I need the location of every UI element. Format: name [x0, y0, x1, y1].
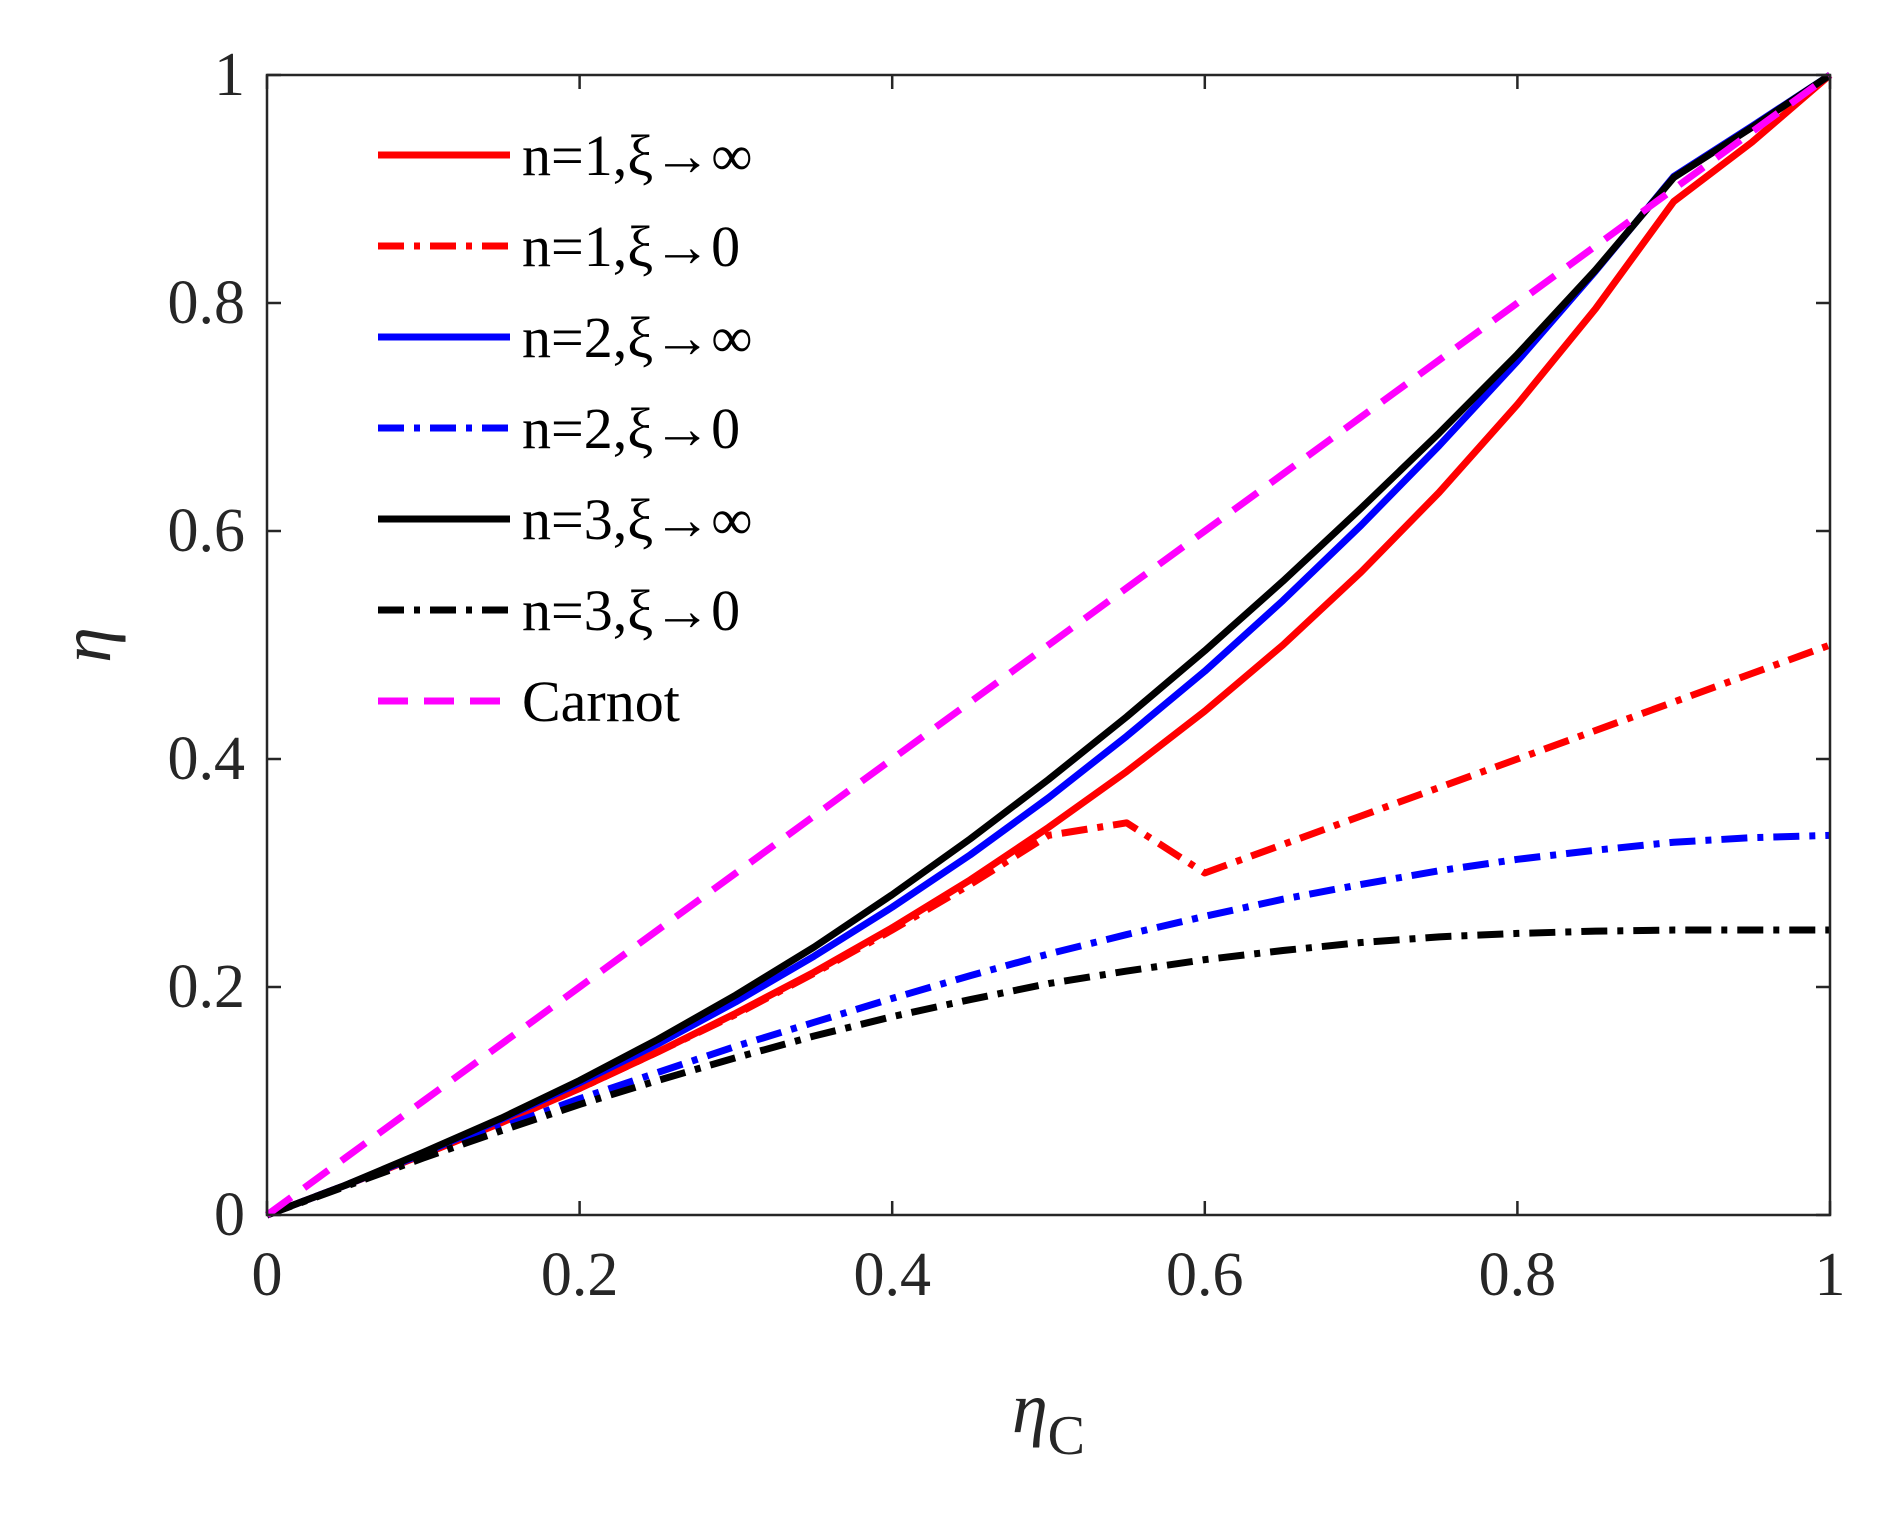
x-tick-label-4: 0.8: [1479, 1241, 1557, 1309]
y-tick-label-0: 0: [214, 1181, 245, 1249]
legend-label-7: Carnot: [522, 669, 680, 734]
legend-label-1: n=1,ξ→∞: [522, 123, 752, 188]
x-tick-label-5: 1: [1815, 1241, 1846, 1309]
ticks-layer: [265, 73, 1832, 1217]
series-layer: [264, 72, 1833, 1219]
series-line-6: [265, 926, 1830, 1219]
x-axis-label: ηC: [1012, 1368, 1085, 1467]
legend-label-6: n=3,ξ→0: [522, 578, 740, 643]
series-line-5: [265, 72, 1832, 1219]
y-axis-label: η: [46, 627, 126, 663]
x-tick-label-3: 0.6: [1166, 1241, 1244, 1309]
series-line-2: [265, 641, 1832, 1219]
tick-labels-layer: 0 0.2 0.4 0.6 0.8 1 0 0.2 0.4 0.6 0.8 1: [168, 41, 1846, 1309]
legend-label-2: n=1,ξ→0: [522, 214, 740, 279]
x-axis-label-main: η: [1012, 1368, 1048, 1448]
y-tick-label-1: 0.2: [168, 953, 246, 1021]
x-tick-label-2: 0.4: [853, 1241, 931, 1309]
x-tick-label-0: 0: [252, 1241, 283, 1309]
x-tick-label-1: 0.2: [541, 1241, 619, 1309]
x-axis-label-subscript: C: [1048, 1405, 1085, 1467]
y-tick-label-4: 0.8: [168, 269, 246, 337]
y-tick-label-2: 0.4: [168, 725, 246, 793]
legend-label-3: n=2,ξ→∞: [522, 305, 752, 370]
legend-label-4: n=2,ξ→0: [522, 396, 740, 461]
legend: n=1,ξ→∞ n=1,ξ→0 n=2,ξ→∞ n=2,ξ→0 n=3,ξ→∞ n=3,ξ…: [378, 123, 752, 734]
legend-label-5: n=3,ξ→∞: [522, 487, 752, 552]
series-line-4: [265, 831, 1831, 1219]
y-tick-label-3: 0.6: [168, 497, 246, 565]
plot-frame: [265, 73, 1832, 1217]
y-tick-label-5: 1: [214, 41, 245, 109]
series-line-7: [264, 72, 1833, 1218]
